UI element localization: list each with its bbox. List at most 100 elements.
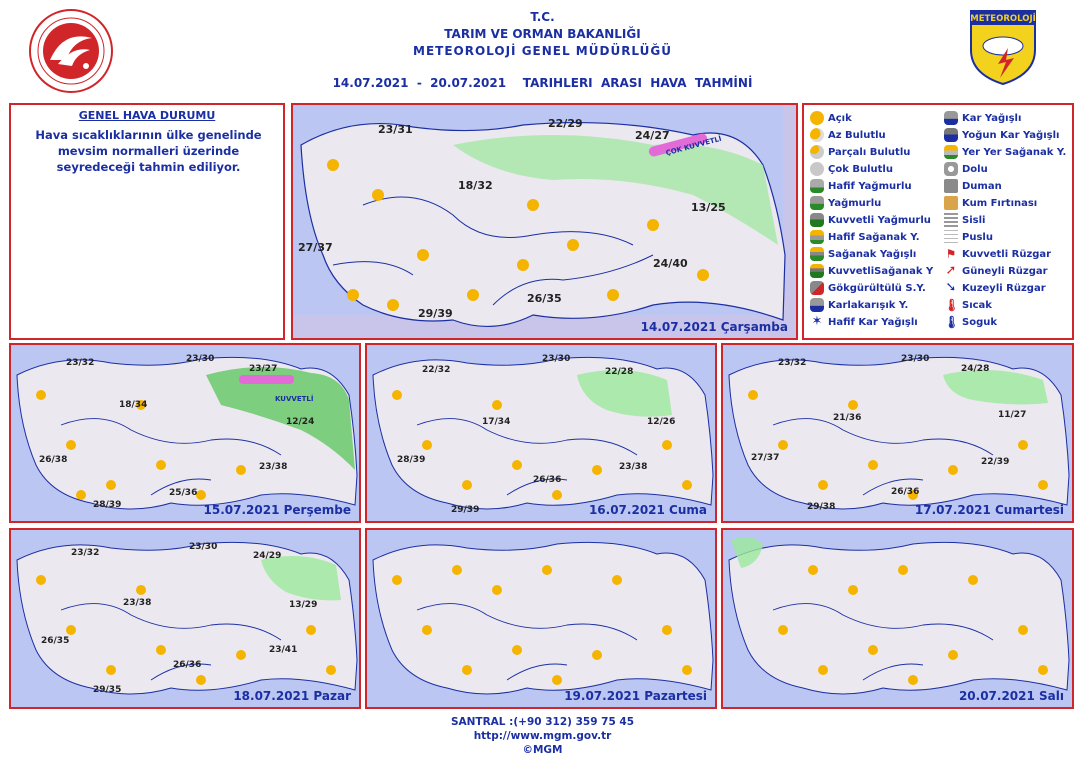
map-temp: 22/32 [422,365,451,375]
legend-label: Kum Fırtınası [962,197,1038,209]
legend-label: Yağmurlu [828,197,882,209]
legend-label: Sağanak Yağışlı [828,248,917,260]
legend-label: Açık [828,112,852,124]
forecast-map-friday: 22/32 23/30 22/28 17/34 12/26 28/39 23/3… [365,343,717,523]
legend-label: KuvvetliSağanak Y [828,265,934,277]
rain-icon [810,196,824,210]
legend-label: Az Bulutlu [828,129,886,141]
legend-label: Dolu [962,163,988,175]
south-wind-icon: ➚ [945,263,957,278]
legend-label: Kar Yağışlı [962,112,1022,124]
map-temp: 28/39 [397,455,426,465]
heavy-shower-icon [810,264,824,278]
legend-label: Hafif Yağmurlu [828,180,912,192]
main-temp-1: 23/31 [378,123,413,136]
main-temp-9: 29/39 [418,307,453,320]
main-map-drawing [293,105,796,338]
map-temp: 23/32 [66,358,95,368]
map-temp: 23/30 [901,354,930,364]
forecast-map-tuesday: 20.07.2021 Salı [721,528,1074,709]
heavy-rain-icon [810,213,824,227]
main-temp-4: 18/32 [458,179,493,192]
cloudy-icon [810,162,824,176]
map-date: 17.07.2021 Cumartesi [914,503,1064,517]
map-temp: 26/38 [39,455,68,465]
main-forecast-map: ÇOK KUVVETLİ 23/31 22/29 24/27 18/32 13/… [291,103,798,340]
map-temp: 26/36 [533,475,562,485]
map-temp: 25/36 [169,488,198,498]
map-temp: 23/38 [259,462,288,472]
legend-item-puslu: Puslu [944,229,993,245]
map-temp: 23/27 [249,364,278,374]
map-temp: 27/37 [751,453,780,463]
legend-item-hafif-yagmurlu: Hafif Yağmurlu [810,178,912,194]
forecast-map-sunday: 23/32 23/30 24/29 23/38 13/29 26/35 23/4… [9,528,361,709]
map-temp: 22/28 [605,367,634,377]
meteoroloji-shield-logo: METEOROLOJİ [970,10,1036,86]
map-temp: 23/30 [542,354,571,364]
legend-item-parcali: Parçalı Bulutlu [810,144,910,160]
legend-panel: Açık Az Bulutlu Parçalı Bulutlu Çok Bulu… [802,103,1074,340]
legend-item-az-bulutlu: Az Bulutlu [810,127,886,143]
legend-item-kum-firtinasi: Kum Fırtınası [944,195,1037,211]
map-temp: 23/38 [619,462,648,472]
sandstorm-icon [944,196,958,210]
map-drawing [11,345,359,521]
legend-label: Parçalı Bulutlu [828,146,911,158]
main-temp-8: 26/35 [527,292,562,305]
legend-item-yagmurlu: Yağmurlu [810,195,881,211]
legend-label: Duman [962,180,1002,192]
main-temp-7: 24/40 [653,257,688,270]
legend-label: Kuzeyli Rüzgar [962,282,1046,294]
legend-label: Gökgürültülü S.Y. [828,282,926,294]
legend-label: Kuvvetli Rüzgar [962,248,1052,260]
sun-symbols [327,159,709,311]
legend-item-acik: Açık [810,110,852,126]
legend-item-hafif-kar: ✶ Hafif Kar Yağışlı [810,314,918,330]
shower-icon [810,247,824,261]
main-temp-6: 27/37 [298,241,333,254]
map-date: 15.07.2021 Perşembe [203,503,351,517]
map-temp: 23/32 [71,548,100,558]
legend-label: Sisli [962,214,986,226]
light-snow-icon: ✶ [811,314,823,329]
legend-item-cok-bulutlu: Çok Bulutlu [810,161,893,177]
footer-website[interactable]: http://www.mgm.gov.tr [473,730,612,742]
main-temp-3: 24/27 [635,129,670,142]
map-temp: 18/34 [119,400,148,410]
map-drawing [367,530,715,707]
sleet-icon [810,298,824,312]
legend-item-gokgurultulu: Gökgürültülü S.Y. [810,280,926,296]
legend-item-sisli: Sisli [944,212,985,228]
map-warning-label: KUVVETLİ [275,395,314,403]
map-date: 19.07.2021 Pazartesi [564,689,707,703]
legend-label: Hafif Kar Yağışlı [828,316,918,328]
legend-item-kuvvetli-ruzgar: ⚑ Kuvvetli Rüzgar [944,246,1052,262]
legend-item-hafif-saganak: Hafif Sağanak Y. [810,229,920,245]
legend-label: Yer Yer Sağanak Y. [962,146,1067,158]
legend-item-guneyli-ruzgar: ➚ Güneyli Rüzgar [944,263,1048,279]
map-temp: 12/26 [647,417,676,427]
map-date: 16.07.2021 Cuma [588,503,707,517]
legend-item-soguk: 🌡 Soguk [944,314,997,330]
forecast-map-thursday: KUVVETLİ 23/32 23/30 23/27 18/34 12/24 2… [9,343,361,523]
map-temp: 23/32 [778,358,807,368]
map-drawing [723,345,1072,521]
hot-icon: 🌡 [944,298,960,312]
header-directorate: METEOROLOJİ GENEL MÜDÜRLÜĞÜ [413,44,672,58]
forecast-map-saturday: 23/32 23/30 24/28 21/36 11/27 27/37 22/3… [721,343,1074,523]
legend-item-kuvvetli-saganak: KuvvetliSağanak Y [810,263,933,279]
map-date: 20.07.2021 Salı [958,689,1064,703]
map-temp: 23/30 [189,542,218,552]
legend-label: Sıcak [962,299,992,311]
map-drawing [367,345,715,521]
map-temp: 29/38 [807,502,836,512]
legend-item-yer-yer-saganak: Yer Yer Sağanak Y. [944,144,1066,160]
legend-item-dolu: Dolu [944,161,988,177]
meteoroloji-logo-text: METEOROLOJİ [970,13,1036,24]
legend-label: Puslu [962,231,993,243]
map-temp: 26/35 [41,636,70,646]
map-drawing [723,530,1072,707]
map-temp: 17/34 [482,417,511,427]
legend-item-sicak: 🌡 Sıcak [944,297,992,313]
